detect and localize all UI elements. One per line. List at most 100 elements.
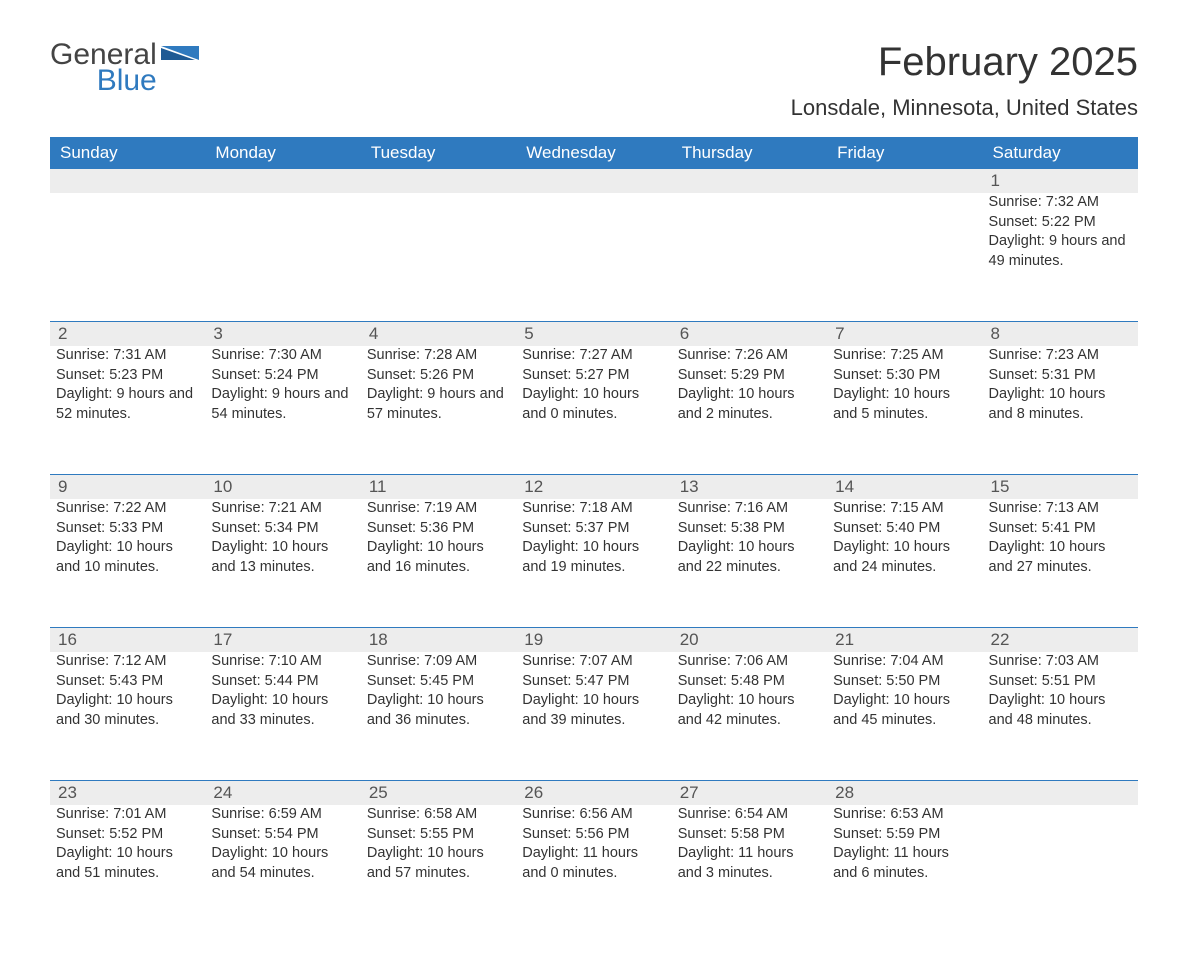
- sunrise-text: Sunrise: 6:56 AM: [522, 805, 665, 825]
- logo-text-block: General Blue: [50, 40, 157, 96]
- day-cell: [983, 805, 1138, 915]
- logo: General Blue: [50, 40, 199, 96]
- day-cell: [827, 193, 982, 303]
- daynum-bar: 1: [50, 169, 1138, 193]
- sunset-text: Sunset: 5:43 PM: [56, 672, 199, 692]
- sunrise-text: Sunrise: 7:16 AM: [678, 499, 821, 519]
- daylight-text: Daylight: 9 hours and 57 minutes.: [367, 385, 510, 424]
- sunrise-text: Sunrise: 6:54 AM: [678, 805, 821, 825]
- day-cell: Sunrise: 6:59 AMSunset: 5:54 PMDaylight:…: [205, 805, 360, 915]
- sunset-text: Sunset: 5:52 PM: [56, 825, 199, 845]
- sunrise-text: Sunrise: 7:25 AM: [833, 346, 976, 366]
- sunrise-text: Sunrise: 7:04 AM: [833, 652, 976, 672]
- sunrise-text: Sunrise: 7:18 AM: [522, 499, 665, 519]
- day-cell: [205, 193, 360, 303]
- day-number: [672, 169, 827, 193]
- week-content-row: Sunrise: 7:12 AMSunset: 5:43 PMDaylight:…: [50, 652, 1138, 762]
- sunrise-text: Sunrise: 7:23 AM: [989, 346, 1132, 366]
- daylight-text: Daylight: 10 hours and 30 minutes.: [56, 691, 199, 730]
- daylight-text: Daylight: 11 hours and 6 minutes.: [833, 844, 976, 883]
- sunset-text: Sunset: 5:41 PM: [989, 519, 1132, 539]
- day-cell: [361, 193, 516, 303]
- day-number: 26: [516, 781, 671, 805]
- day-header: Tuesday: [361, 137, 516, 169]
- daynum-bar: 2345678: [50, 322, 1138, 346]
- sunrise-text: Sunrise: 7:13 AM: [989, 499, 1132, 519]
- daynum-bar: 9101112131415: [50, 475, 1138, 499]
- sunset-text: Sunset: 5:30 PM: [833, 366, 976, 386]
- sunset-text: Sunset: 5:58 PM: [678, 825, 821, 845]
- day-header: Friday: [827, 137, 982, 169]
- day-header: Sunday: [50, 137, 205, 169]
- sunrise-text: Sunrise: 7:30 AM: [211, 346, 354, 366]
- sunrise-text: Sunrise: 7:22 AM: [56, 499, 199, 519]
- day-number: 11: [361, 475, 516, 499]
- day-number: 19: [516, 628, 671, 652]
- day-cell: Sunrise: 7:18 AMSunset: 5:37 PMDaylight:…: [516, 499, 671, 609]
- day-number: 9: [50, 475, 205, 499]
- sunset-text: Sunset: 5:50 PM: [833, 672, 976, 692]
- sunrise-text: Sunrise: 7:19 AM: [367, 499, 510, 519]
- day-cell: Sunrise: 7:09 AMSunset: 5:45 PMDaylight:…: [361, 652, 516, 762]
- week-content-row: Sunrise: 7:32 AMSunset: 5:22 PMDaylight:…: [50, 193, 1138, 303]
- day-number: [983, 781, 1138, 805]
- day-number: 10: [205, 475, 360, 499]
- sunset-text: Sunset: 5:37 PM: [522, 519, 665, 539]
- day-number: 8: [983, 322, 1138, 346]
- day-number: 14: [827, 475, 982, 499]
- day-cell: Sunrise: 7:07 AMSunset: 5:47 PMDaylight:…: [516, 652, 671, 762]
- day-number: [50, 169, 205, 193]
- sunset-text: Sunset: 5:33 PM: [56, 519, 199, 539]
- header-row: General Blue February 2025 Lonsdale, Min…: [50, 40, 1138, 121]
- day-number: 7: [827, 322, 982, 346]
- day-cell: Sunrise: 7:31 AMSunset: 5:23 PMDaylight:…: [50, 346, 205, 456]
- day-header-row: SundayMondayTuesdayWednesdayThursdayFrid…: [50, 137, 1138, 169]
- day-cell: Sunrise: 7:06 AMSunset: 5:48 PMDaylight:…: [672, 652, 827, 762]
- daylight-text: Daylight: 11 hours and 0 minutes.: [522, 844, 665, 883]
- sunset-text: Sunset: 5:38 PM: [678, 519, 821, 539]
- day-number: 3: [205, 322, 360, 346]
- day-cell: Sunrise: 7:15 AMSunset: 5:40 PMDaylight:…: [827, 499, 982, 609]
- day-number: 20: [672, 628, 827, 652]
- daylight-text: Daylight: 9 hours and 49 minutes.: [989, 232, 1132, 271]
- day-number: 6: [672, 322, 827, 346]
- sunset-text: Sunset: 5:24 PM: [211, 366, 354, 386]
- day-number: 13: [672, 475, 827, 499]
- day-cell: Sunrise: 7:32 AMSunset: 5:22 PMDaylight:…: [983, 193, 1138, 303]
- day-number: 5: [516, 322, 671, 346]
- week: 1Sunrise: 7:32 AMSunset: 5:22 PMDaylight…: [50, 169, 1138, 303]
- sunrise-text: Sunrise: 7:06 AM: [678, 652, 821, 672]
- daylight-text: Daylight: 10 hours and 8 minutes.: [989, 385, 1132, 424]
- day-cell: Sunrise: 7:30 AMSunset: 5:24 PMDaylight:…: [205, 346, 360, 456]
- week: 9101112131415Sunrise: 7:22 AMSunset: 5:3…: [50, 474, 1138, 609]
- sunset-text: Sunset: 5:51 PM: [989, 672, 1132, 692]
- day-cell: [672, 193, 827, 303]
- week-content-row: Sunrise: 7:31 AMSunset: 5:23 PMDaylight:…: [50, 346, 1138, 456]
- sunset-text: Sunset: 5:55 PM: [367, 825, 510, 845]
- sunset-text: Sunset: 5:22 PM: [989, 213, 1132, 233]
- daylight-text: Daylight: 10 hours and 16 minutes.: [367, 538, 510, 577]
- week-content-row: Sunrise: 7:01 AMSunset: 5:52 PMDaylight:…: [50, 805, 1138, 915]
- daylight-text: Daylight: 10 hours and 51 minutes.: [56, 844, 199, 883]
- day-cell: Sunrise: 7:19 AMSunset: 5:36 PMDaylight:…: [361, 499, 516, 609]
- day-cell: Sunrise: 7:23 AMSunset: 5:31 PMDaylight:…: [983, 346, 1138, 456]
- day-number: 1: [983, 169, 1138, 193]
- day-cell: Sunrise: 7:13 AMSunset: 5:41 PMDaylight:…: [983, 499, 1138, 609]
- daylight-text: Daylight: 10 hours and 57 minutes.: [367, 844, 510, 883]
- week: 2345678Sunrise: 7:31 AMSunset: 5:23 PMDa…: [50, 321, 1138, 456]
- day-cell: Sunrise: 7:25 AMSunset: 5:30 PMDaylight:…: [827, 346, 982, 456]
- sunset-text: Sunset: 5:44 PM: [211, 672, 354, 692]
- daylight-text: Daylight: 10 hours and 0 minutes.: [522, 385, 665, 424]
- sunset-text: Sunset: 5:34 PM: [211, 519, 354, 539]
- day-number: 22: [983, 628, 1138, 652]
- sunrise-text: Sunrise: 6:53 AM: [833, 805, 976, 825]
- day-header: Wednesday: [516, 137, 671, 169]
- daylight-text: Daylight: 10 hours and 5 minutes.: [833, 385, 976, 424]
- daylight-text: Daylight: 10 hours and 33 minutes.: [211, 691, 354, 730]
- day-number: 2: [50, 322, 205, 346]
- sunset-text: Sunset: 5:23 PM: [56, 366, 199, 386]
- daylight-text: Daylight: 10 hours and 13 minutes.: [211, 538, 354, 577]
- flag-icon: [161, 46, 199, 70]
- day-cell: Sunrise: 7:03 AMSunset: 5:51 PMDaylight:…: [983, 652, 1138, 762]
- day-cell: Sunrise: 7:22 AMSunset: 5:33 PMDaylight:…: [50, 499, 205, 609]
